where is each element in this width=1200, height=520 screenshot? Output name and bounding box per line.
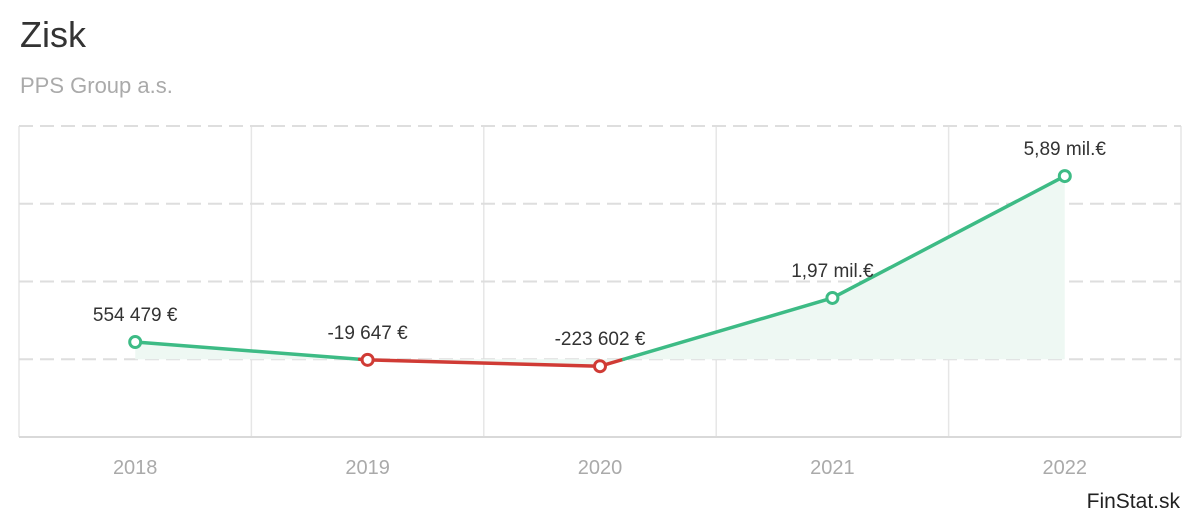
x-tick-label-2019: 2019 (345, 457, 390, 479)
data-label-2019: -19 647 € (327, 323, 408, 344)
chart-subtitle: PPS Group a.s. (20, 73, 173, 98)
series-segment (621, 296, 835, 361)
x-tick-label-2020: 2020 (578, 457, 623, 479)
series-segment (365, 358, 602, 368)
data-point-2022 (1057, 169, 1072, 184)
data-point-2020 (593, 359, 607, 374)
data-point-2019 (360, 352, 375, 367)
data-point-2021 (825, 290, 840, 305)
data-label-2018: 554 479 € (93, 305, 178, 326)
area-fill (135, 176, 1065, 367)
chart-title: Zisk (20, 14, 86, 55)
x-tick-label-2018: 2018 (113, 457, 158, 479)
series-segment (133, 340, 362, 361)
data-label-2021: 1,97 mil.€ (791, 261, 874, 282)
data-label-2020: -223 602 € (555, 329, 646, 350)
data-point-2018 (128, 335, 143, 350)
x-tick-label-2021: 2021 (810, 457, 855, 479)
series-segment (830, 174, 1067, 300)
data-label-2022: 5,89 mil.€ (1024, 139, 1107, 160)
finstat-brand[interactable]: FinStat.sk (1086, 490, 1180, 513)
x-tick-label-2022: 2022 (1043, 457, 1088, 479)
